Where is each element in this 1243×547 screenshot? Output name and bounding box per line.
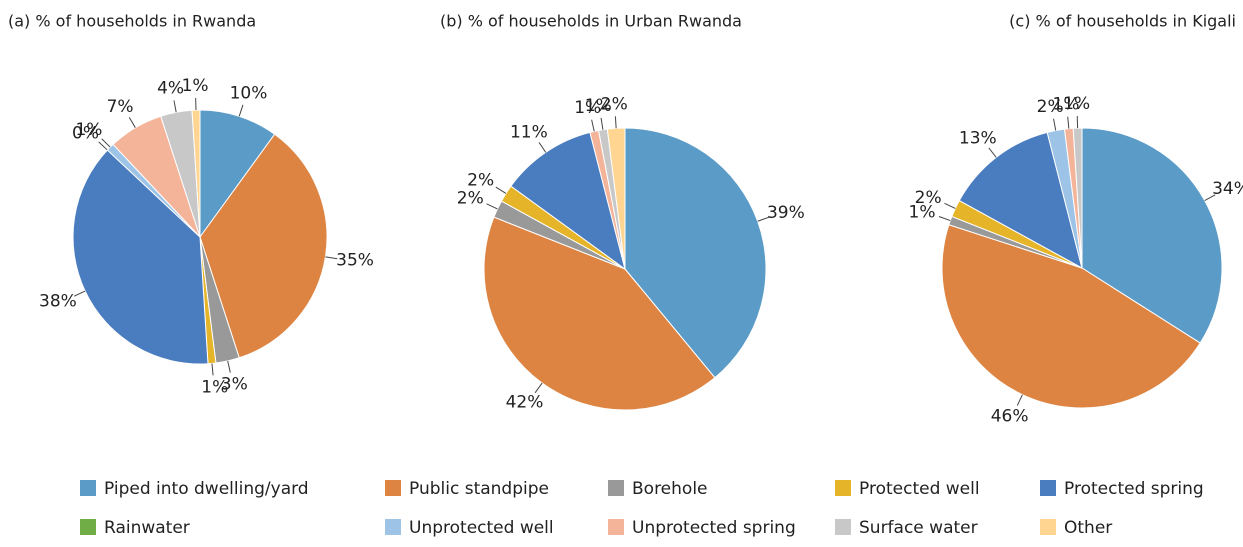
data-label: 4% (157, 79, 184, 99)
data-label: 42% (506, 392, 544, 412)
legend-swatch (80, 519, 96, 535)
leader-line (939, 217, 950, 221)
legend-label: Rainwater (104, 518, 190, 538)
leader-line (1054, 119, 1056, 131)
leader-line (535, 383, 542, 393)
leader-line (989, 148, 996, 157)
data-label: 2% (457, 189, 484, 209)
leader-line (496, 187, 506, 193)
legend-label: Unprotected spring (632, 518, 796, 538)
data-label: 34% (1212, 179, 1243, 199)
legend-swatch (835, 480, 851, 496)
leader-line (228, 361, 231, 373)
legend-label: Other (1064, 518, 1112, 538)
data-label: 11% (510, 123, 548, 143)
legend-label: Borehole (632, 479, 708, 499)
data-label: 1% (182, 76, 209, 96)
legend-label: Unprotected well (409, 518, 554, 538)
leader-line (601, 118, 603, 130)
leader-line (944, 203, 955, 208)
leader-line (615, 116, 616, 128)
chart-title: (b) % of households in Urban Rwanda (440, 12, 742, 31)
chart-title: (a) % of households in Rwanda (8, 12, 256, 31)
data-label: 2% (601, 94, 628, 114)
legend-swatch (1040, 519, 1056, 535)
leader-line (487, 204, 498, 209)
leader-line (1017, 395, 1022, 406)
legend-label: Protected well (859, 479, 980, 499)
leader-line (1068, 117, 1069, 129)
data-label: 7% (107, 97, 134, 117)
chart-title: (c) % of households in Kigali (1009, 12, 1236, 31)
legend-label: Surface water (859, 518, 978, 538)
legend-label: Public standpipe (409, 479, 549, 499)
legend-swatch (385, 519, 401, 535)
leader-line (174, 100, 176, 112)
data-label: 35% (336, 251, 374, 271)
legend-label: Piped into dwelling/yard (104, 479, 309, 499)
data-label: 1% (201, 377, 228, 397)
leader-line (212, 363, 213, 375)
leader-line (129, 117, 135, 127)
data-label: 13% (959, 128, 997, 148)
data-label: 46% (991, 406, 1029, 426)
legend-swatch (835, 519, 851, 535)
legend-swatch (80, 480, 96, 496)
data-label: 2% (915, 188, 942, 208)
data-label: 2% (467, 171, 494, 191)
data-label: 38% (39, 291, 77, 311)
leader-line (239, 105, 243, 116)
leader-line (539, 142, 546, 152)
data-label: 10% (230, 83, 268, 103)
legend-swatch (385, 480, 401, 496)
leader-line (592, 120, 595, 132)
legend-swatch (1040, 480, 1056, 496)
data-label: 1% (1063, 94, 1090, 114)
data-label: 39% (767, 203, 805, 223)
data-label: 1% (75, 120, 102, 140)
legend-label: Protected spring (1064, 479, 1204, 499)
legend-swatch (608, 480, 624, 496)
legend-swatch (608, 519, 624, 535)
